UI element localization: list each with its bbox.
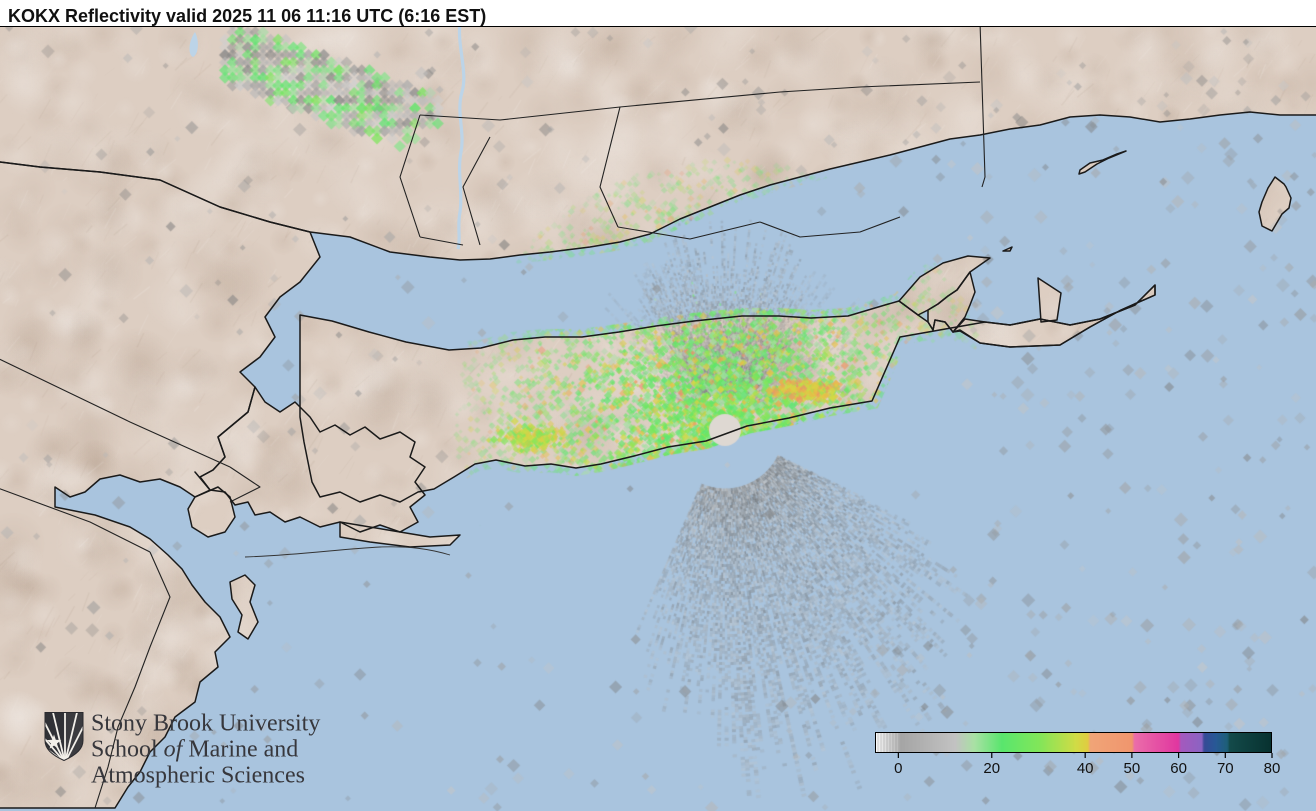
svg-text:50: 50 — [1124, 760, 1141, 777]
svg-text:40: 40 — [1077, 760, 1094, 777]
svg-text:Stony Brook University: Stony Brook University — [91, 711, 320, 737]
svg-text:70: 70 — [1217, 760, 1234, 777]
svg-text:20: 20 — [983, 760, 1000, 777]
svg-text:80: 80 — [1264, 760, 1281, 777]
svg-text:School of Marine and: School of Marine and — [91, 737, 298, 763]
svg-text:Atmospheric Sciences: Atmospheric Sciences — [91, 763, 305, 789]
svg-text:60: 60 — [1170, 760, 1187, 777]
svg-text:0: 0 — [894, 760, 902, 777]
